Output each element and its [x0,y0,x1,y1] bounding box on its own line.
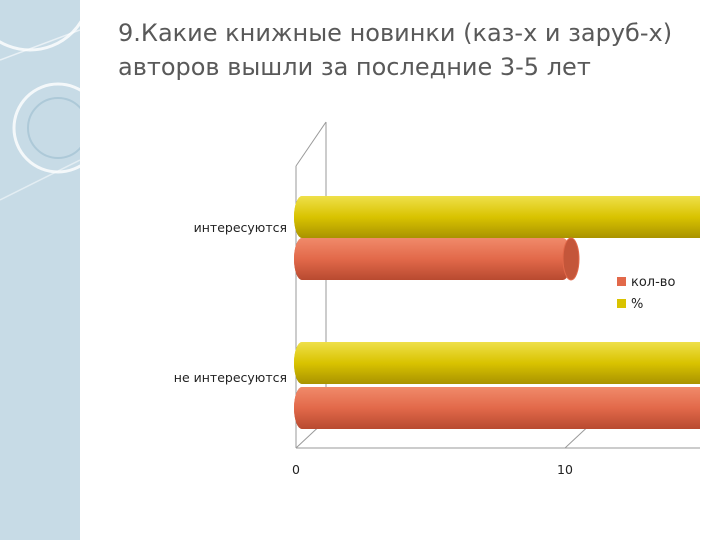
category-label: интересуются [194,220,287,235]
bar [294,342,700,384]
decorative-sidebar [0,0,80,540]
chart-legend: кол-во% [617,275,675,312]
legend-swatch [617,277,626,286]
category-label: не интересуются [174,370,287,385]
slide-title: 9.Какие книжные новинки (каз-х и заруб-х… [118,19,673,81]
legend-label: кол-во [631,275,675,290]
bar [294,387,700,429]
legend-label: % [631,297,643,312]
axis-line [295,121,327,167]
bar [294,237,580,281]
chart-bars [294,196,700,429]
chart-labels: 010203040506070интересуютсяне интересуют… [174,220,573,477]
sidebar-circles-decoration [0,20,80,201]
x-tick-label: 10 [557,462,573,477]
bar-chart: 010203040506070интересуютсяне интересуют… [174,121,700,477]
x-tick-label: 0 [292,462,300,477]
legend-swatch [617,299,626,308]
bar [294,196,700,238]
